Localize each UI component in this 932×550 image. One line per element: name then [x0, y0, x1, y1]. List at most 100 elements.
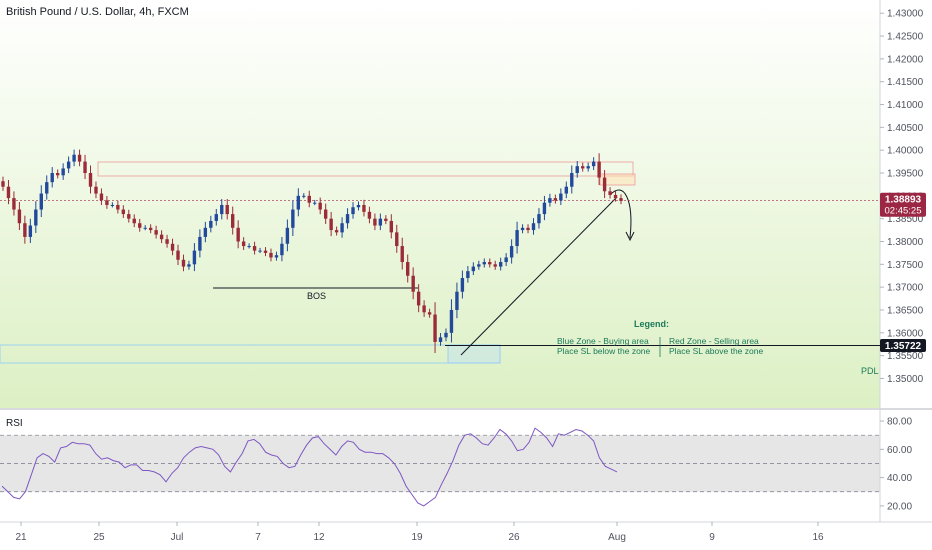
- candle-body: [559, 193, 563, 201]
- price-tick-label: 1.43000: [887, 9, 924, 20]
- candle-body: [509, 246, 514, 258]
- candle-body: [488, 262, 492, 265]
- price-tick-label: 1.40500: [887, 123, 924, 134]
- candle-body: [291, 209, 295, 228]
- candle-body: [602, 177, 607, 192]
- candle-body: [72, 154, 76, 162]
- candle-body: [296, 195, 301, 210]
- candle-body: [94, 186, 98, 194]
- candle-body: [181, 259, 186, 267]
- candle-body: [345, 214, 350, 224]
- candle-body: [214, 214, 218, 221]
- candles: [1, 149, 623, 354]
- time-tick-label: Jul: [171, 532, 184, 543]
- candle-body: [187, 264, 191, 267]
- candle-body: [526, 227, 530, 231]
- candle-body: [50, 173, 54, 183]
- candle-body: [263, 250, 268, 253]
- candle-body: [176, 250, 180, 260]
- price-tick-label: 1.37000: [887, 283, 924, 294]
- pdl-label: PDL: [861, 366, 879, 376]
- candle-body: [433, 314, 437, 342]
- legend-sell-line1: Red Zone - Selling area: [669, 336, 759, 346]
- candle-body: [274, 255, 279, 258]
- candle-body: [504, 257, 508, 263]
- candle-body: [313, 202, 317, 204]
- rsi-tick-label: 40.00: [887, 473, 912, 484]
- time-tick-label: 26: [508, 532, 520, 543]
- candle-body: [258, 250, 262, 252]
- candle-body: [427, 312, 432, 315]
- time-tick-label: 21: [15, 532, 27, 543]
- candle-body: [334, 230, 339, 233]
- time-tick-label: 25: [93, 532, 105, 543]
- bos-label: BOS: [307, 291, 326, 301]
- candle-body: [66, 161, 71, 169]
- rsi-pane-label: RSI: [6, 418, 23, 429]
- candle-body: [531, 223, 536, 231]
- current-price-badge[interactable]: [880, 192, 926, 217]
- candle-body: [493, 264, 497, 267]
- time-tick-label: 19: [411, 532, 423, 543]
- rsi-line: [1, 427, 618, 507]
- candle-body: [110, 204, 115, 206]
- price-tick-label: 1.35000: [887, 374, 924, 385]
- candle-body: [384, 218, 388, 221]
- time-axis: 21 25 Jul 7 12 19 26 Aug 9 16: [15, 522, 824, 543]
- pdl-price-badge[interactable]: [880, 338, 926, 352]
- candle-body: [148, 227, 153, 231]
- time-tick-label: 12: [313, 532, 325, 543]
- candle-body: [515, 230, 519, 247]
- red-zone-box: [599, 173, 636, 186]
- candle-body: [34, 209, 38, 226]
- candle-body: [455, 291, 459, 310]
- current-price-value: 1.38893: [885, 195, 922, 206]
- price-tick-label: 1.41500: [887, 77, 924, 88]
- candle-body: [1, 181, 5, 187]
- candle-body: [132, 218, 136, 224]
- candle-body: [400, 246, 404, 263]
- rsi-tick-label: 20.00: [887, 501, 912, 512]
- candle-body: [252, 246, 257, 251]
- candle-body: [12, 198, 16, 210]
- rsi-band-fill: [0, 435, 880, 492]
- candle-body: [6, 186, 11, 199]
- candle-body: [613, 194, 618, 199]
- price-tick-label: 1.36000: [887, 328, 924, 339]
- candle-body: [192, 250, 197, 265]
- candle-body: [61, 168, 65, 176]
- candle-body: [477, 264, 481, 267]
- candle-body: [225, 204, 229, 215]
- candle-body: [597, 161, 601, 178]
- candle-body: [170, 243, 175, 251]
- candle-body: [28, 225, 33, 237]
- candle-body: [45, 182, 49, 194]
- candle-body: [17, 209, 22, 224]
- candle-body: [356, 204, 361, 208]
- candle-body: [564, 186, 569, 194]
- price-tick-label: 1.37500: [887, 260, 924, 271]
- price-tick-label: 1.38000: [887, 237, 924, 248]
- candle-body: [116, 204, 120, 210]
- candle-body: [269, 252, 273, 258]
- candle-body: [570, 173, 574, 187]
- price-tick-label: 1.35500: [887, 351, 924, 362]
- candle-body: [241, 241, 246, 247]
- legend-buy-line2: Place SL below the zone: [557, 346, 651, 356]
- candle-body: [209, 220, 213, 228]
- time-tick-label: 16: [812, 532, 824, 543]
- rsi-tick-label: 60.00: [887, 445, 912, 456]
- rsi-axis: 80.00 60.00 40.00 20.00: [880, 417, 912, 512]
- candle-body: [159, 234, 164, 240]
- blue-zone-box: [447, 344, 501, 364]
- candle-body: [105, 200, 109, 205]
- projection-arrowhead: [625, 231, 635, 242]
- candle-body: [143, 227, 147, 229]
- candle-body: [165, 239, 169, 244]
- red-zone-long: [97, 161, 634, 177]
- legend-buy-line1: Blue Zone - Buying area: [557, 336, 649, 346]
- candle-body: [591, 161, 596, 167]
- countdown-value: 02:45:25: [885, 206, 922, 217]
- candle-body: [302, 195, 306, 197]
